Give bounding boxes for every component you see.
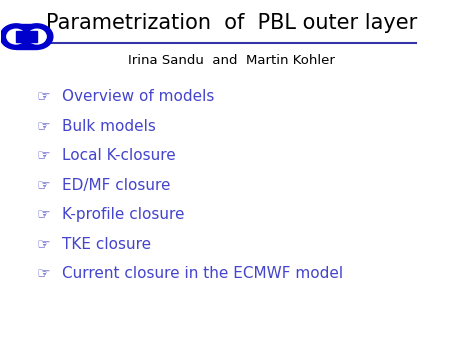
Text: Bulk models: Bulk models (62, 119, 156, 134)
Text: ☞: ☞ (36, 237, 50, 252)
Text: ☞: ☞ (36, 178, 50, 193)
Circle shape (7, 29, 25, 44)
Text: ☞: ☞ (36, 266, 50, 282)
Text: K-profile closure: K-profile closure (62, 208, 184, 222)
Text: Parametrization  of  PBL outer layer: Parametrization of PBL outer layer (46, 13, 417, 33)
Text: Irina Sandu  and  Martin Kohler: Irina Sandu and Martin Kohler (128, 53, 335, 67)
Text: ED/MF closure: ED/MF closure (62, 178, 171, 193)
Text: Current closure in the ECMWF model: Current closure in the ECMWF model (62, 266, 343, 282)
Bar (16, 31, 37, 43)
Circle shape (0, 24, 32, 49)
Bar (16, 24, 37, 49)
Text: Local K-closure: Local K-closure (62, 148, 176, 164)
Text: ☞: ☞ (36, 208, 50, 222)
Text: TKE closure: TKE closure (62, 237, 151, 252)
Circle shape (21, 24, 53, 49)
Text: Overview of models: Overview of models (62, 90, 215, 104)
Text: ☞: ☞ (36, 90, 50, 104)
Circle shape (28, 29, 46, 44)
Text: ☞: ☞ (36, 148, 50, 164)
Text: ☞: ☞ (36, 119, 50, 134)
